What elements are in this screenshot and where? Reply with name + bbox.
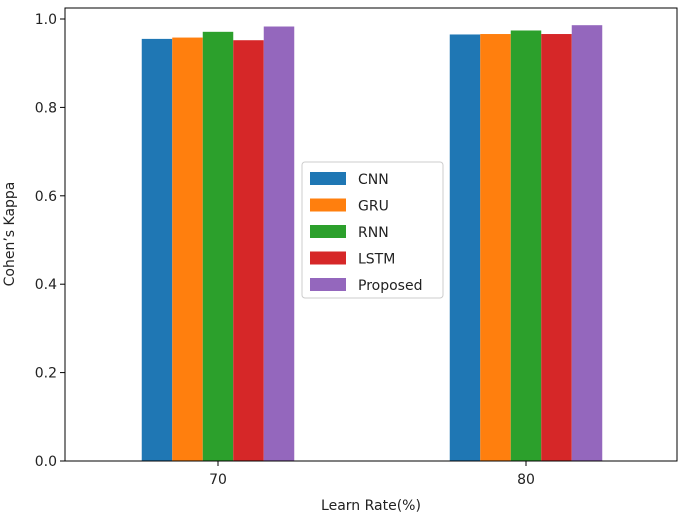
bar-rnn-80 — [510, 30, 542, 462]
x-tick-label: 80 — [517, 472, 535, 488]
bar-proposed-80 — [571, 25, 603, 461]
legend: CNN GRU RNN LSTM Proposed — [301, 161, 444, 299]
legend-label-proposed: Proposed — [358, 278, 422, 294]
y-tick-label: 0.6 — [35, 189, 57, 205]
y-axis-label: Cohen’s Kappa — [2, 182, 18, 287]
legend-label-cnn: CNN — [358, 172, 389, 188]
bar-gru-80 — [480, 34, 511, 461]
legend-swatch-lstm — [310, 251, 346, 265]
legend-swatch-cnn — [310, 172, 346, 185]
legend-swatch-rnn — [310, 225, 346, 238]
y-tick-label: 0.8 — [35, 100, 57, 116]
x-axis: 70 80 — [209, 461, 535, 488]
y-tick-label: 1.0 — [35, 12, 57, 28]
legend-label-lstm: LSTM — [358, 252, 395, 268]
legend-swatch-gru — [310, 198, 346, 212]
y-tick-label: 0.2 — [35, 366, 57, 382]
bar-cnn-80 — [449, 34, 481, 461]
y-tick-label: 0.0 — [35, 454, 57, 470]
bar-rnn-70 — [202, 31, 234, 461]
bar-lstm-70 — [233, 40, 264, 461]
y-axis: 0.0 0.2 0.4 0.6 0.8 1.0 — [35, 12, 65, 470]
y-tick-label: 0.4 — [35, 277, 57, 293]
legend-swatch-proposed — [310, 278, 346, 291]
plot-frame — [64, 7, 678, 462]
bar-lstm-80 — [541, 34, 572, 461]
bars-group — [141, 25, 603, 462]
x-tick-label: 70 — [209, 472, 227, 488]
bar-cnn-70 — [141, 38, 173, 461]
legend-label-gru: GRU — [358, 199, 389, 215]
bar-proposed-70 — [263, 26, 295, 461]
legend-label-rnn: RNN — [358, 225, 389, 241]
x-axis-label: Learn Rate(%) — [321, 498, 421, 514]
bar-gru-70 — [172, 37, 203, 462]
